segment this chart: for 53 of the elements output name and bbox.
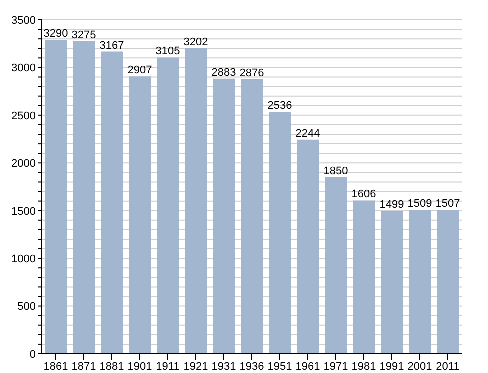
data-label: 1850 bbox=[324, 165, 348, 178]
x-tick-label: 1971 bbox=[324, 360, 348, 373]
data-label: 1509 bbox=[408, 198, 432, 210]
x-tick-label: 1981 bbox=[352, 360, 376, 373]
bar bbox=[353, 200, 375, 354]
x-tick-label: 1951 bbox=[268, 360, 292, 373]
y-tick-label: 2000 bbox=[12, 158, 36, 170]
bar bbox=[437, 210, 459, 354]
data-label: 3167 bbox=[100, 40, 124, 52]
bar bbox=[157, 58, 179, 354]
x-tick-label: 1931 bbox=[212, 360, 236, 373]
data-label: 2244 bbox=[296, 128, 320, 140]
bar bbox=[73, 41, 95, 354]
x-tick-label: 1921 bbox=[184, 360, 208, 373]
x-tick-label: 1861 bbox=[44, 360, 68, 373]
bar bbox=[185, 48, 207, 354]
bar bbox=[269, 112, 291, 354]
bar bbox=[129, 76, 151, 354]
data-label: 2536 bbox=[268, 100, 292, 112]
bar bbox=[45, 40, 67, 354]
y-tick-label: 0 bbox=[30, 348, 36, 361]
data-label: 3105 bbox=[156, 46, 180, 58]
x-tick-label: 1936 bbox=[240, 360, 264, 373]
x-tick-label: 1901 bbox=[128, 360, 152, 373]
y-tick-label: 2500 bbox=[12, 110, 36, 122]
data-label: 2883 bbox=[212, 66, 236, 79]
data-label: 3290 bbox=[44, 28, 68, 40]
bar bbox=[101, 52, 123, 354]
y-tick-label: 1000 bbox=[12, 253, 36, 266]
x-tick-label: 1991 bbox=[380, 360, 404, 373]
bar bbox=[381, 210, 403, 354]
data-label: 1606 bbox=[352, 188, 376, 201]
bar bbox=[325, 177, 347, 354]
data-label: 2876 bbox=[240, 68, 264, 80]
bar bbox=[241, 80, 263, 354]
data-label: 3275 bbox=[72, 29, 96, 42]
y-tick-label: 500 bbox=[18, 301, 36, 314]
x-tick-label: 1961 bbox=[296, 360, 320, 373]
y-tick-label: 3500 bbox=[12, 14, 36, 27]
y-tick-label: 3000 bbox=[12, 62, 36, 75]
x-tick-label: 1911 bbox=[156, 360, 180, 373]
x-tick-label: 2011 bbox=[436, 360, 460, 373]
x-tick-label: 2001 bbox=[408, 360, 432, 373]
x-tick-label: 1871 bbox=[72, 360, 96, 373]
data-label: 1507 bbox=[436, 198, 460, 210]
bar bbox=[409, 210, 431, 354]
data-label: 1499 bbox=[380, 198, 404, 211]
data-label: 3202 bbox=[184, 36, 208, 48]
data-label: 2907 bbox=[128, 64, 152, 77]
y-tick-label: 1500 bbox=[12, 206, 36, 218]
bar bbox=[213, 78, 235, 354]
bar bbox=[297, 140, 319, 354]
x-tick-label: 1881 bbox=[100, 360, 124, 373]
